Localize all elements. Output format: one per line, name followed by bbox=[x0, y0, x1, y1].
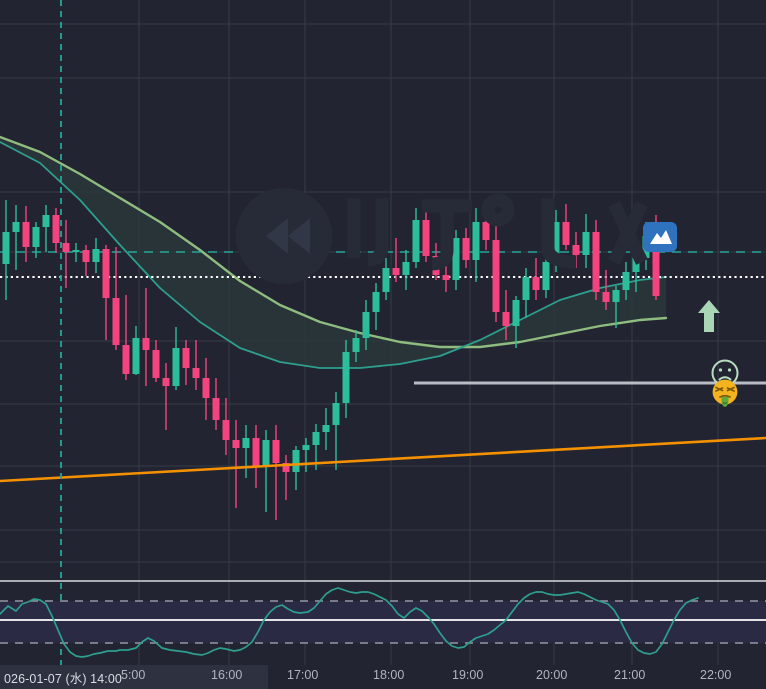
candle-body[interactable] bbox=[222, 420, 230, 440]
candle-body[interactable] bbox=[292, 450, 300, 472]
candle-body[interactable] bbox=[322, 425, 330, 432]
candle-body[interactable] bbox=[262, 440, 270, 467]
candle-body[interactable] bbox=[552, 222, 560, 262]
candle-body[interactable] bbox=[512, 300, 520, 326]
candle-body[interactable] bbox=[582, 232, 590, 255]
candle-body[interactable] bbox=[42, 215, 50, 227]
time-tick-label: 16:00 bbox=[211, 668, 243, 682]
candle-body[interactable] bbox=[442, 275, 450, 280]
candle-body[interactable] bbox=[22, 222, 30, 247]
candle-body[interactable] bbox=[172, 348, 180, 386]
candle-body[interactable] bbox=[502, 312, 510, 326]
candle-body[interactable] bbox=[332, 403, 340, 425]
oscillator-line bbox=[0, 587, 699, 658]
candle-body[interactable] bbox=[242, 438, 250, 448]
candle-body[interactable] bbox=[272, 440, 280, 463]
candle-body[interactable] bbox=[622, 272, 630, 290]
candle-body[interactable] bbox=[2, 232, 10, 264]
candle-body[interactable] bbox=[452, 238, 460, 280]
candle-body[interactable] bbox=[412, 220, 420, 262]
ma-slow-line bbox=[0, 141, 667, 369]
time-tick-label: 22:00 bbox=[700, 668, 732, 682]
candle-body[interactable] bbox=[472, 222, 480, 260]
candle-body[interactable] bbox=[252, 438, 260, 467]
time-tick-label: 20:00 bbox=[536, 668, 568, 682]
candle-body[interactable] bbox=[352, 338, 360, 352]
candle-body[interactable] bbox=[62, 243, 70, 252]
candle-body[interactable] bbox=[462, 238, 470, 260]
candle-body[interactable] bbox=[342, 352, 350, 403]
replay-date-label: 026-01-07 (水) 14:00 bbox=[4, 672, 122, 686]
candle-body[interactable] bbox=[612, 290, 620, 302]
candle-body[interactable] bbox=[192, 368, 200, 378]
orange-trendline[interactable] bbox=[0, 436, 766, 483]
candle-body[interactable] bbox=[82, 250, 90, 262]
time-tick-label: 19:00 bbox=[452, 668, 484, 682]
candle-body[interactable] bbox=[602, 292, 610, 302]
time-tick-label: 5:00 bbox=[121, 668, 146, 682]
candle-body[interactable] bbox=[422, 220, 430, 256]
candle-body[interactable] bbox=[542, 262, 550, 290]
candle-body[interactable] bbox=[432, 256, 440, 275]
candle-body[interactable] bbox=[362, 312, 370, 338]
candle-body[interactable] bbox=[142, 338, 150, 350]
candle-body[interactable] bbox=[112, 298, 120, 345]
time-tick-label: 21:00 bbox=[614, 668, 646, 682]
candle-body[interactable] bbox=[12, 222, 20, 232]
candle-body[interactable] bbox=[162, 378, 170, 386]
nauseated-face-emoji[interactable] bbox=[710, 378, 740, 408]
candle-body[interactable] bbox=[632, 258, 640, 272]
replay-badge[interactable] bbox=[643, 222, 677, 252]
candle-body[interactable] bbox=[392, 268, 400, 275]
candle-body[interactable] bbox=[312, 432, 320, 445]
candle-body[interactable] bbox=[132, 338, 140, 374]
candle-body[interactable] bbox=[122, 345, 130, 374]
candle-body[interactable] bbox=[382, 268, 390, 292]
candle-body[interactable] bbox=[402, 262, 410, 275]
candle-body[interactable] bbox=[372, 292, 380, 312]
candle-body[interactable] bbox=[532, 277, 540, 290]
candle-body[interactable] bbox=[652, 236, 660, 296]
candle-body[interactable] bbox=[522, 277, 530, 300]
candle-body[interactable] bbox=[572, 245, 580, 255]
candle-body[interactable] bbox=[562, 222, 570, 245]
candle-body[interactable] bbox=[182, 348, 190, 368]
candle-body[interactable] bbox=[52, 215, 60, 243]
candle-body[interactable] bbox=[72, 250, 80, 252]
candle-body[interactable] bbox=[482, 222, 490, 240]
candle-body[interactable] bbox=[32, 227, 40, 247]
time-tick-label: 18:00 bbox=[373, 668, 405, 682]
candle-body[interactable] bbox=[592, 232, 600, 292]
ma-fast-line bbox=[0, 135, 668, 349]
time-tick-label: 17:00 bbox=[287, 668, 319, 682]
candle-body[interactable] bbox=[92, 249, 100, 262]
oscillator-band bbox=[0, 601, 766, 643]
candle-body[interactable] bbox=[282, 463, 290, 472]
candle-body[interactable] bbox=[232, 440, 240, 448]
candle-body[interactable] bbox=[152, 350, 160, 378]
candle-body[interactable] bbox=[102, 249, 110, 298]
candle-body[interactable] bbox=[202, 378, 210, 398]
replay-date-chip: 026-01-07 (水) 14:00 bbox=[0, 665, 268, 689]
candle-body[interactable] bbox=[212, 398, 220, 420]
candle-body[interactable] bbox=[302, 445, 310, 450]
candle-body[interactable] bbox=[492, 240, 500, 312]
